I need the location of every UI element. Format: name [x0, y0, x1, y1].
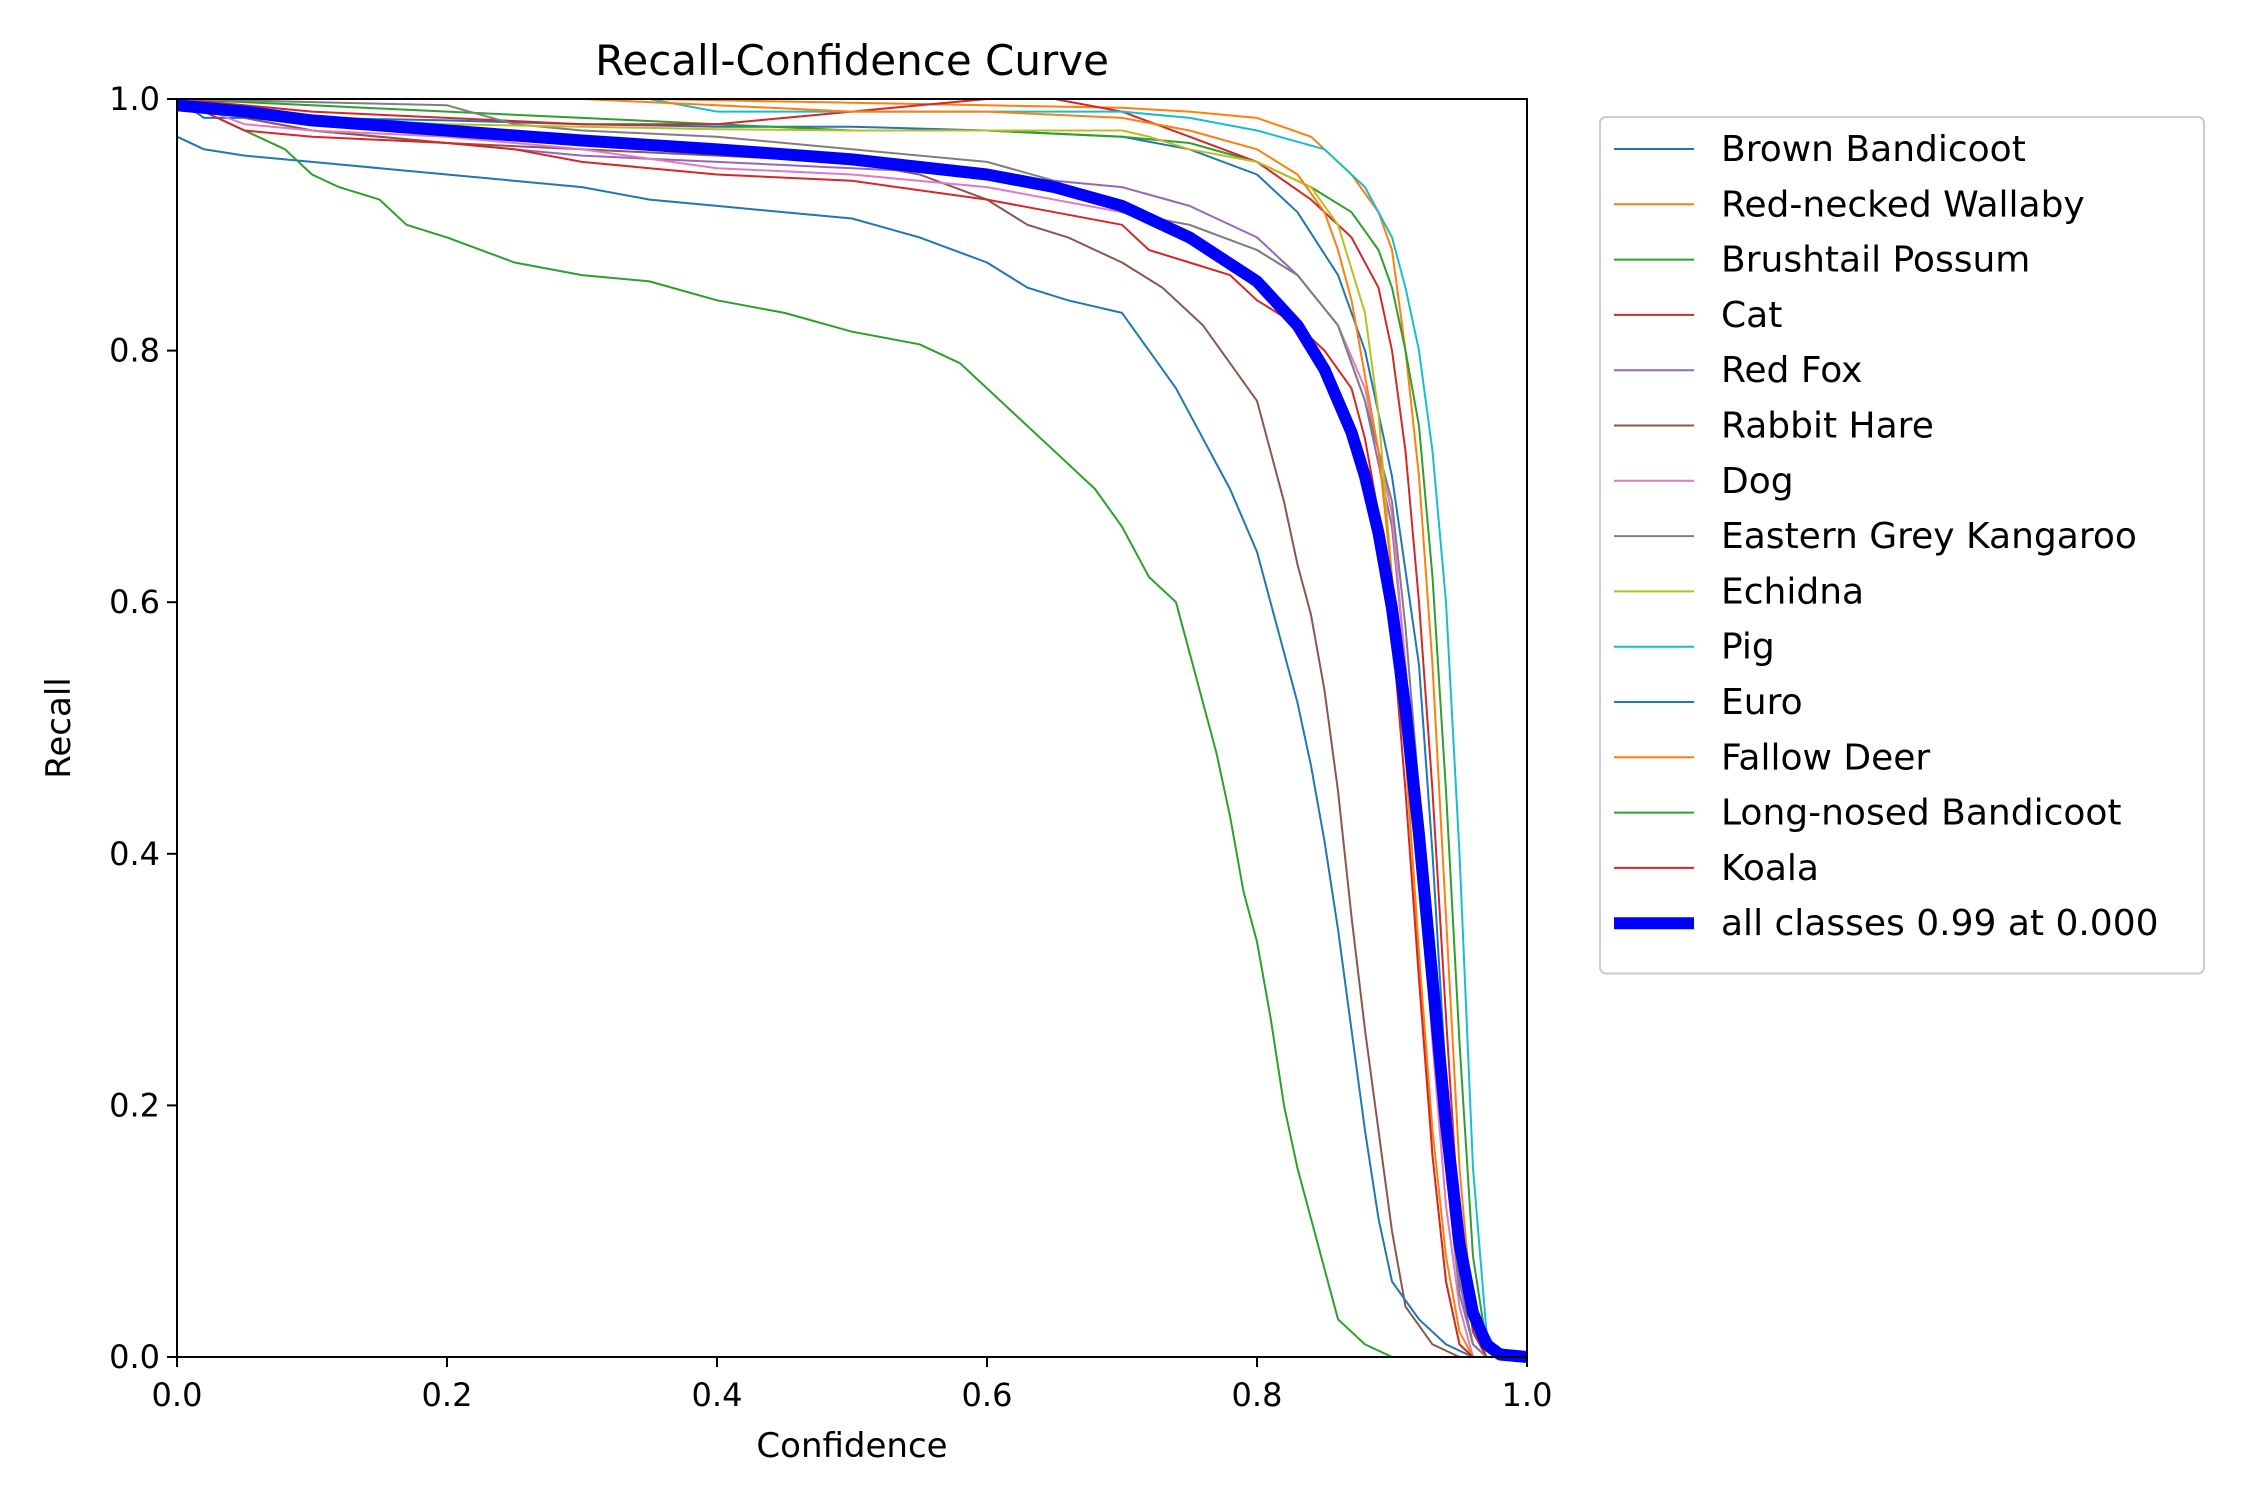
plot-frame [176, 98, 1528, 1358]
series-line-9 [177, 98, 1527, 1358]
series-line-2 [176, 98, 1528, 1358]
series-line-13 [176, 98, 1527, 1358]
legend-entry-label: Brown Bandicoot [1721, 129, 2026, 170]
legend-entry-label: Red Fox [1721, 350, 1863, 391]
series-line-12 [176, 98, 1527, 1358]
series-line-3 [176, 98, 1527, 1358]
y-tick-label: 0.6 [109, 583, 160, 621]
y-tick-label: 0.0 [109, 1338, 160, 1376]
y-axis-label: Recall [39, 677, 79, 778]
legend-entry-label: Cat [1721, 295, 1782, 336]
chart-title: Recall-Confidence Curve [595, 36, 1109, 85]
legend-entry-label: Fallow Deer [1721, 737, 1930, 778]
x-tick-label: 0.6 [962, 1376, 1013, 1414]
x-tick-label: 0.0 [152, 1376, 203, 1414]
series-line-1 [177, 98, 1527, 1358]
x-axis: 0.0 0.2 0.4 0.6 0.8 1.0 [152, 1357, 1553, 1414]
x-tick-label: 1.0 [1502, 1376, 1553, 1414]
series-line-4 [176, 98, 1527, 1358]
series-line-14 [176, 99, 1528, 1363]
legend-entry-label: Dog [1721, 461, 1794, 502]
y-axis: 0.0 0.2 0.4 0.6 0.8 1.0 [109, 80, 177, 1376]
series-line-10 [176, 135, 1527, 1358]
legend-entry-label: Euro [1721, 682, 1803, 723]
y-tick-label: 0.2 [109, 1086, 160, 1124]
series-line-6 [176, 98, 1527, 1358]
legend: Brown Bandicoot Red-necked Wallaby Brushta… [1599, 116, 2205, 975]
plot-area [176, 98, 1528, 1363]
series-line-7 [176, 98, 1527, 1358]
legend-entry-label: Rabbit Hare [1721, 406, 1934, 447]
legend-entry-label: Red-necked Wallaby [1721, 184, 2085, 225]
series-line-5 [176, 98, 1527, 1358]
legend-entry-label: Brushtail Possum [1721, 240, 2030, 281]
legend-entry-label: Long-nosed Bandicoot [1721, 793, 2122, 834]
series-line-11 [177, 98, 1527, 1358]
legend-entry-label: Echidna [1721, 571, 1864, 612]
x-tick-label: 0.4 [692, 1376, 743, 1414]
legend-entry-label: Pig [1721, 627, 1775, 668]
x-tick-label: 0.8 [1232, 1376, 1283, 1414]
x-tick-label: 0.2 [422, 1376, 473, 1414]
y-tick-label: 0.4 [109, 835, 160, 873]
legend-entry-label: all classes 0.99 at 0.000 [1721, 903, 2159, 944]
y-tick-label: 0.8 [109, 332, 160, 370]
x-axis-label: Confidence [756, 1426, 947, 1466]
legend-entry-label: Eastern Grey Kangaroo [1721, 516, 2137, 557]
y-tick-label: 1.0 [109, 80, 160, 118]
legend-entry-label: Koala [1721, 848, 1819, 889]
series-line-8 [176, 98, 1527, 1358]
series-line-0 [176, 98, 1527, 1358]
legend-box [1599, 116, 2205, 975]
